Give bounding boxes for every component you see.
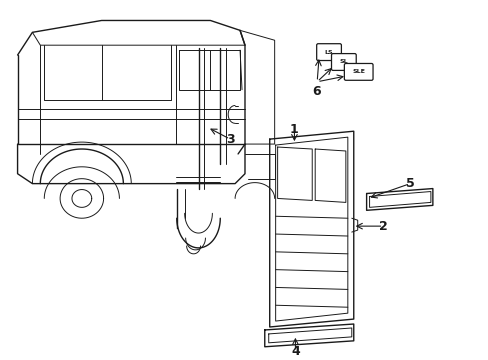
Text: 4: 4 bbox=[290, 345, 299, 358]
Text: 6: 6 bbox=[311, 85, 320, 98]
Text: SL: SL bbox=[339, 59, 347, 64]
Text: 2: 2 bbox=[378, 220, 387, 233]
Text: 5: 5 bbox=[405, 177, 414, 190]
Text: SLE: SLE bbox=[351, 69, 365, 75]
FancyBboxPatch shape bbox=[344, 63, 372, 80]
Text: LS: LS bbox=[324, 50, 333, 55]
FancyBboxPatch shape bbox=[316, 44, 341, 60]
FancyBboxPatch shape bbox=[331, 54, 355, 71]
Text: 1: 1 bbox=[289, 123, 298, 136]
Text: 3: 3 bbox=[225, 132, 234, 146]
